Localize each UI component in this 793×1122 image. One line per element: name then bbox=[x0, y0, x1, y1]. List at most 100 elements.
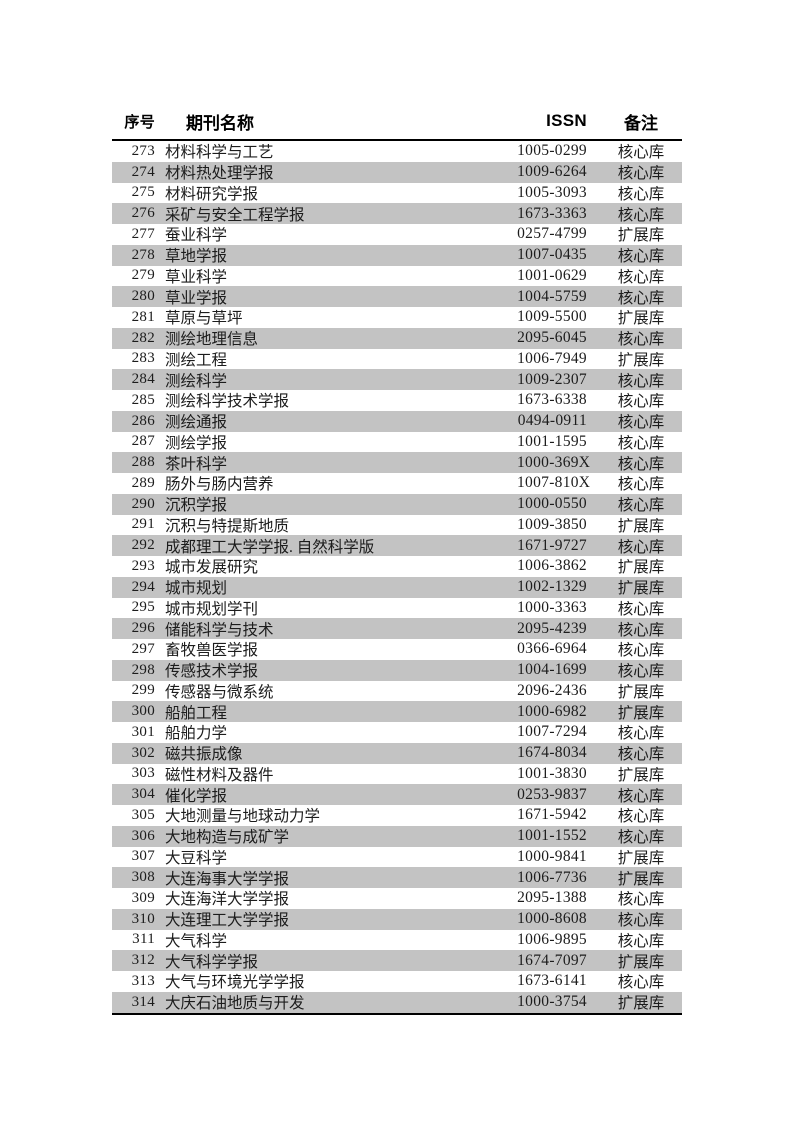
row-note: 核心库 bbox=[617, 434, 665, 452]
row-seq: 298 bbox=[131, 661, 155, 678]
table-row: 275 材料研究学报 1005-3093 核心库 bbox=[112, 183, 682, 204]
row-seq: 274 bbox=[131, 163, 155, 180]
table-row: 290 沉积学报 1000-0550 核心库 bbox=[112, 493, 682, 515]
row-issn: 1006-7736 bbox=[517, 868, 587, 886]
row-note: 核心库 bbox=[617, 912, 665, 930]
row-seq: 296 bbox=[131, 620, 155, 637]
row-journal-name: 传感技术学报 bbox=[165, 663, 259, 681]
row-seq: 281 bbox=[131, 308, 155, 325]
row-journal-name: 草业科学 bbox=[165, 268, 228, 286]
row-seq: 305 bbox=[131, 806, 155, 823]
row-journal-name: 材料热处理学报 bbox=[165, 165, 274, 183]
row-issn: 1000-8608 bbox=[517, 910, 587, 928]
table-row: 301 船舶力学 1007-7294 核心库 bbox=[112, 722, 682, 743]
row-seq: 309 bbox=[131, 889, 155, 906]
table-row: 277 蚕业科学 0257-4799 扩展库 bbox=[112, 224, 682, 245]
row-journal-name: 大庆石油地质与开发 bbox=[165, 995, 305, 1013]
row-journal-name: 传感器与微系统 bbox=[165, 683, 274, 701]
row-note: 扩展库 bbox=[617, 517, 665, 535]
row-journal-name: 磁性材料及器件 bbox=[165, 766, 274, 784]
row-issn: 1004-1699 bbox=[517, 661, 587, 679]
row-note: 核心库 bbox=[617, 372, 665, 390]
table-row: 298 传感技术学报 1004-1699 核心库 bbox=[112, 659, 682, 681]
row-seq: 282 bbox=[131, 329, 155, 346]
row-seq: 286 bbox=[131, 412, 155, 429]
row-seq: 279 bbox=[131, 267, 155, 284]
row-journal-name: 材料科学与工艺 bbox=[165, 144, 274, 162]
row-seq: 299 bbox=[131, 682, 155, 699]
header-seq: 序号 bbox=[124, 113, 155, 131]
table-row: 285 测绘科学技术学报 1673-6338 核心库 bbox=[112, 390, 682, 411]
row-issn: 1009-6264 bbox=[517, 163, 587, 181]
row-journal-name: 沉积与特提斯地质 bbox=[165, 517, 290, 535]
row-note: 扩展库 bbox=[617, 953, 665, 971]
row-note: 核心库 bbox=[617, 621, 665, 639]
row-seq: 313 bbox=[131, 972, 155, 989]
row-note: 核心库 bbox=[617, 165, 665, 183]
row-issn: 2096-2436 bbox=[517, 681, 587, 699]
row-seq: 284 bbox=[131, 371, 155, 388]
row-note: 扩展库 bbox=[617, 704, 665, 722]
row-seq: 280 bbox=[131, 288, 155, 305]
table-row: 293 城市发展研究 1006-3862 扩展库 bbox=[112, 556, 682, 577]
row-issn: 0257-4799 bbox=[517, 225, 587, 243]
row-journal-name: 沉积学报 bbox=[165, 497, 228, 515]
row-issn: 1004-5759 bbox=[517, 287, 587, 305]
row-journal-name: 城市规划学刊 bbox=[165, 600, 259, 618]
table-row: 305 大地测量与地球动力学 1671-5942 核心库 bbox=[112, 805, 682, 826]
row-issn: 1006-9895 bbox=[517, 930, 587, 948]
row-journal-name: 大连海洋大学学报 bbox=[165, 891, 290, 909]
row-seq: 289 bbox=[131, 474, 155, 491]
row-journal-name: 测绘科学技术学报 bbox=[165, 393, 290, 411]
row-journal-name: 测绘地理信息 bbox=[165, 331, 259, 349]
row-journal-name: 大气与环境光学学报 bbox=[165, 974, 305, 992]
row-note: 核心库 bbox=[617, 185, 665, 203]
row-note: 扩展库 bbox=[617, 351, 665, 369]
row-note: 扩展库 bbox=[617, 227, 665, 245]
table-row: 281 草原与草坪 1009-5500 扩展库 bbox=[112, 307, 682, 328]
table-row: 296 储能科学与技术 2095-4239 核心库 bbox=[112, 618, 682, 639]
row-issn: 1671-5942 bbox=[517, 806, 587, 824]
row-note: 核心库 bbox=[617, 932, 665, 950]
row-note: 扩展库 bbox=[617, 310, 665, 328]
header-journal-name: 期刊名称 bbox=[186, 113, 254, 133]
row-seq: 292 bbox=[131, 537, 155, 554]
row-seq: 273 bbox=[131, 142, 155, 159]
row-issn: 1007-0435 bbox=[517, 246, 587, 264]
row-note: 扩展库 bbox=[617, 580, 665, 598]
row-journal-name: 草业学报 bbox=[165, 289, 228, 307]
row-note: 核心库 bbox=[617, 144, 665, 162]
row-journal-name: 船舶工程 bbox=[165, 704, 228, 722]
table-row: 304 催化学报 0253-9837 核心库 bbox=[112, 784, 682, 805]
row-journal-name: 磁共振成像 bbox=[165, 746, 243, 764]
row-issn: 1673-6141 bbox=[517, 972, 587, 990]
row-note: 核心库 bbox=[617, 891, 665, 909]
row-issn: 1009-3850 bbox=[517, 515, 587, 533]
row-journal-name: 储能科学与技术 bbox=[165, 621, 274, 639]
row-note: 扩展库 bbox=[617, 766, 665, 784]
row-note: 核心库 bbox=[617, 600, 665, 618]
row-journal-name: 大气科学学报 bbox=[165, 953, 259, 971]
table-row: 288 茶叶科学 1000-369X 核心库 bbox=[112, 452, 682, 473]
row-seq: 293 bbox=[131, 557, 155, 574]
row-issn: 1001-1595 bbox=[517, 432, 587, 450]
row-journal-name: 大豆科学 bbox=[165, 849, 228, 867]
row-issn: 1001-1552 bbox=[517, 827, 587, 845]
row-issn: 0494-0911 bbox=[517, 412, 587, 430]
row-note: 核心库 bbox=[617, 538, 665, 556]
row-seq: 304 bbox=[131, 786, 155, 803]
table-row: 273 材料科学与工艺 1005-0299 核心库 bbox=[112, 141, 682, 162]
table-row: 291 沉积与特提斯地质 1009-3850 扩展库 bbox=[112, 515, 682, 536]
row-journal-name: 测绘通报 bbox=[165, 414, 228, 432]
table-row: 279 草业科学 1001-0629 核心库 bbox=[112, 266, 682, 287]
header-issn: ISSN bbox=[546, 111, 587, 130]
row-seq: 303 bbox=[131, 765, 155, 782]
row-journal-name: 采矿与安全工程学报 bbox=[165, 206, 305, 224]
table-row: 286 测绘通报 0494-0911 核心库 bbox=[112, 410, 682, 432]
row-issn: 1005-0299 bbox=[517, 142, 587, 160]
row-seq: 288 bbox=[131, 454, 155, 471]
row-note: 核心库 bbox=[617, 206, 665, 224]
row-seq: 300 bbox=[131, 703, 155, 720]
row-seq: 311 bbox=[132, 931, 155, 948]
